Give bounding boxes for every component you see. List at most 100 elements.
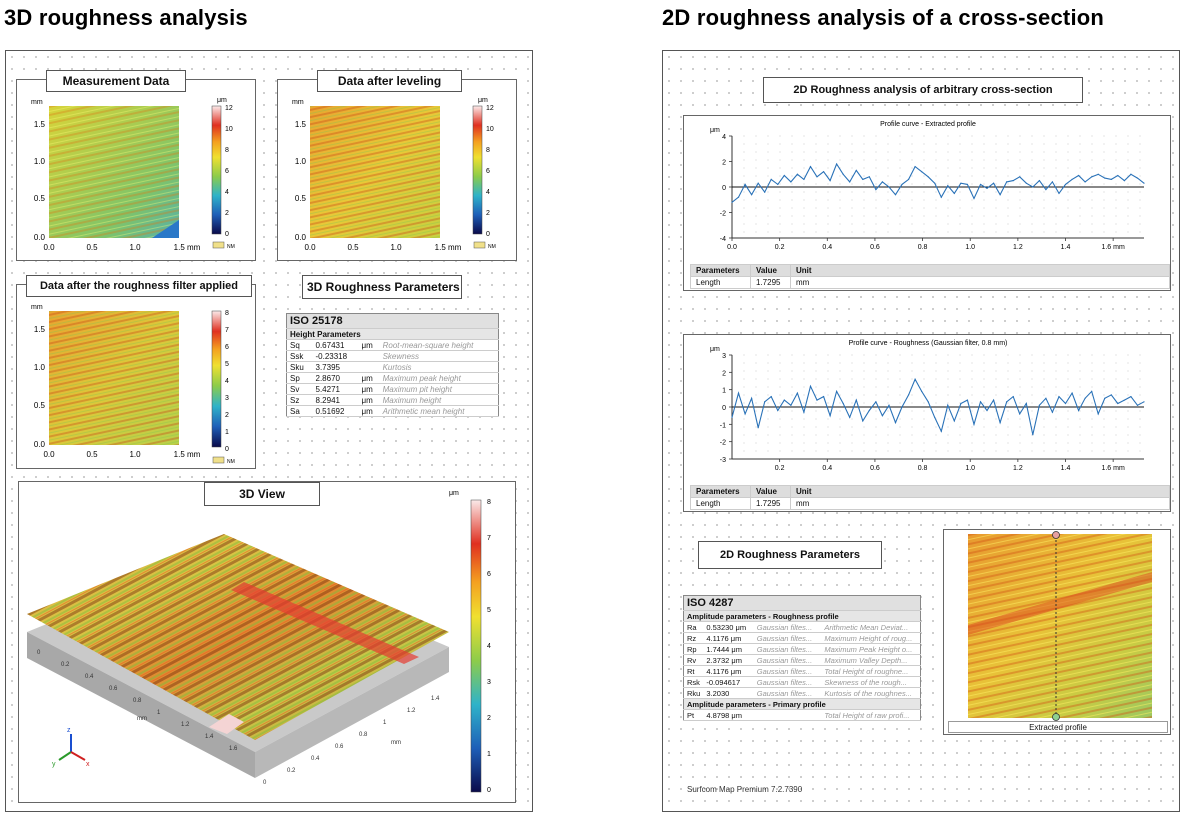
param-name: Sp (286, 372, 313, 384)
param-row: Rz 4.1176 μm Gaussian filtes... Maximum Hei… (683, 632, 921, 644)
table-cell: 1.7295 (750, 497, 791, 510)
param-filter: Gaussian filtes... (753, 665, 822, 677)
param-row: Sku 3.7395 Kurtosis (286, 361, 499, 373)
report-3d: mm 1.5 1.0 0.5 0.0 0.0 0.5 1.0 1.5 mm μm… (5, 50, 533, 812)
profile-point (822, 396, 825, 398)
x-tick: 1.5 mm (174, 450, 201, 459)
svg-text:x: x (86, 761, 90, 768)
x-tick: 0.4 (822, 244, 832, 251)
y-tick: 0.0 (34, 233, 46, 242)
param-value: 3.2030 (703, 687, 754, 699)
x-tick: 0.5 (86, 450, 98, 459)
profile-point (1123, 399, 1125, 401)
y-tick: -1 (720, 422, 726, 429)
x-tick: 1.5 mm (174, 243, 201, 252)
profile-point (1006, 181, 1008, 183)
x-tick: 1.4 (1061, 465, 1071, 472)
profile-point (737, 392, 740, 394)
profile-point (1091, 176, 1093, 178)
group-label: Amplitude parameters - Roughness profile (683, 610, 921, 622)
table-cell: 1.7295 (750, 276, 791, 289)
profile-table-2: Parameters Value Unit Length 1.7295 mm (690, 485, 1170, 510)
param-desc: Root-mean-square height (379, 339, 499, 351)
param-value: 1.7444 μm (703, 643, 754, 655)
param-row: Sa 0.51692 μm Arithmetic mean height (286, 405, 499, 417)
profile-point (796, 173, 798, 175)
profile-point (1012, 396, 1014, 398)
profile-point (901, 183, 903, 186)
x-tick: 0.8 (918, 465, 928, 472)
legend-swatch (473, 241, 486, 249)
colorbar-tick: 10 (486, 126, 494, 133)
y-tick: 0.0 (34, 440, 46, 449)
param-row: Rv 2.3732 μm Gaussian filtes... Maximum Val… (683, 654, 921, 666)
section-end-handle[interactable] (1052, 713, 1060, 721)
profile-point (1019, 176, 1021, 178)
param-desc: Arithmetic mean height (379, 405, 499, 417)
profile-point (907, 394, 910, 396)
x-tick: 1.6 mm (1101, 465, 1125, 472)
table-cell: mm (790, 276, 1170, 289)
colorbar-unit: μm (478, 97, 488, 104)
colorbar-tick: 6 (486, 168, 490, 175)
x-tick: 0.8 (918, 244, 928, 251)
param-name: Rsk (683, 676, 704, 688)
table-cell: Length (690, 276, 751, 289)
param-value: 5.4271 (312, 383, 359, 395)
view3d-title: 3D View (204, 482, 320, 506)
y-tick: 1.5 (295, 120, 307, 129)
leveling-panel: mm 1.5 1.0 0.5 0.0 0.0 0.5 1.0 1.5 mm μm… (277, 79, 517, 261)
y-tick: 0.0 (295, 233, 307, 242)
profile-point (940, 430, 942, 432)
profile-point (862, 420, 864, 422)
x-tick: 0.8 (133, 698, 142, 704)
param-desc: Maximum Height of roug... (821, 632, 921, 644)
x-tick: 1.6 (229, 746, 238, 752)
x-tick: 0.2 (775, 465, 785, 472)
colorbar-tick: 1 (487, 751, 491, 758)
profile-point (783, 399, 785, 401)
profile-point (1025, 402, 1027, 405)
profile-point (1117, 174, 1119, 177)
param-name: Rp (683, 643, 704, 655)
colorbar (472, 105, 483, 235)
profile-point (829, 180, 831, 182)
x-tick: 0.6 (870, 465, 880, 472)
table-header: Value (750, 485, 791, 498)
table-header: Value (750, 264, 791, 277)
profile-point (777, 409, 779, 412)
param-value: 2.8670 (312, 372, 359, 384)
x-tick: 0.0 (304, 243, 316, 252)
profile-point (1045, 397, 1047, 399)
x-tick: 0 (37, 650, 41, 656)
param-name: Rku (683, 687, 704, 699)
profile-point (953, 420, 955, 422)
params3d-table: ISO 25178 Height Parameters Sq 0.67431 μm R… (286, 313, 499, 417)
profile-point (1104, 177, 1106, 179)
colorbar-tick: 4 (225, 378, 229, 385)
colorbar-tick: 8 (225, 147, 229, 154)
profile-point (875, 401, 877, 403)
y-axis-unit: mm (31, 304, 43, 311)
y-tick: 0 (722, 405, 726, 412)
param-name: Sz (286, 394, 313, 406)
profile-point (1084, 397, 1086, 399)
profile-point (992, 399, 995, 401)
param-name: Ra (683, 621, 704, 633)
profile-point (809, 385, 812, 387)
y-tick: 2 (722, 160, 726, 167)
table-cell: mm (790, 497, 1170, 510)
param-value: 3.7395 (312, 361, 359, 373)
colorbar-tick: 12 (225, 105, 233, 112)
standard-label: ISO 4287 (683, 595, 921, 611)
colorbar-tick: 3 (487, 679, 491, 686)
profile-point (1051, 411, 1054, 413)
param-unit: μm (358, 394, 380, 406)
filtered-panel: mm 1.5 1.0 0.5 0.0 0.0 0.5 1.0 1.5 mm 8 … (16, 284, 256, 469)
section-start-handle[interactable] (1052, 531, 1060, 539)
filtered-map: mm 1.5 1.0 0.5 0.0 0.0 0.5 1.0 1.5 mm 8 … (31, 304, 235, 465)
legend-swatch (212, 241, 225, 249)
profile-point (855, 399, 857, 401)
profile-point (1051, 181, 1054, 183)
param-name: Sku (286, 361, 313, 373)
